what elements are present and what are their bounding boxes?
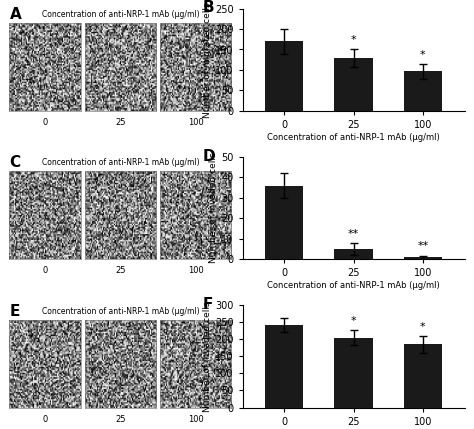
Bar [335,249,373,259]
Text: D: D [202,149,215,164]
Text: C: C [9,155,20,170]
Bar [404,71,442,111]
Text: 100: 100 [188,118,203,127]
X-axis label: Concentration of anti-NRP-1 mAb (μg/ml): Concentration of anti-NRP-1 mAb (μg/ml) [267,281,440,290]
Text: *: * [351,316,356,326]
Text: *: * [351,35,356,45]
Text: *: * [420,50,426,60]
Bar [404,257,442,259]
Y-axis label: Number of invaded cells: Number of invaded cells [210,153,219,263]
Text: Concentration of anti-NRP-1 mAb (μg/ml): Concentration of anti-NRP-1 mAb (μg/ml) [42,158,199,167]
Y-axis label: Number of migrated cells: Number of migrated cells [203,2,212,118]
Text: 25: 25 [115,266,126,275]
Text: B: B [202,0,214,15]
Text: *: * [420,322,426,332]
Text: Concentration of anti-NRP-1 mAb (μg/ml): Concentration of anti-NRP-1 mAb (μg/ml) [42,307,199,316]
X-axis label: Concentration of anti-NRP-1 mAb (μg/ml): Concentration of anti-NRP-1 mAb (μg/ml) [267,133,440,142]
Bar [404,344,442,408]
Text: A: A [9,7,21,22]
Bar [265,186,303,259]
Text: 25: 25 [115,118,126,127]
Text: 0: 0 [43,118,48,127]
Y-axis label: Number of invaded cells: Number of invaded cells [203,301,212,412]
Text: 25: 25 [115,414,126,423]
Bar [265,325,303,408]
Bar [335,57,373,111]
Text: F: F [202,297,213,312]
Text: 100: 100 [188,414,203,423]
Text: **: ** [417,242,428,251]
Text: 0: 0 [43,414,48,423]
Text: E: E [9,304,20,319]
Bar [265,41,303,111]
Text: 0: 0 [43,266,48,275]
Text: **: ** [348,229,359,239]
Text: Concentration of anti-NRP-1 mAb (μg/ml): Concentration of anti-NRP-1 mAb (μg/ml) [42,10,199,19]
Bar [335,338,373,408]
Text: 100: 100 [188,266,203,275]
